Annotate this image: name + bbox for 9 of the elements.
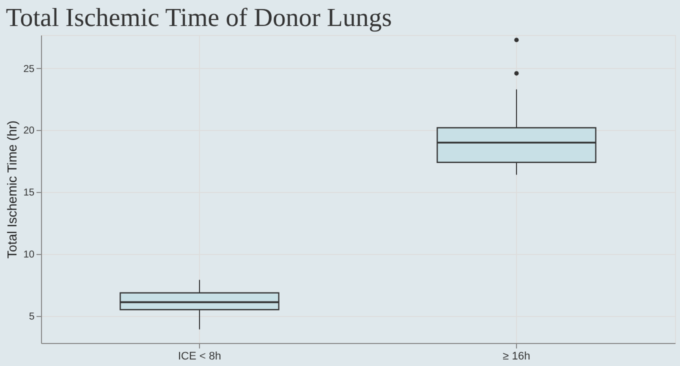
y-tick-label: 15 [23, 188, 35, 199]
y-tick-label: 20 [23, 126, 35, 137]
x-tick-label: ≥ 16h [502, 350, 530, 362]
y-tick-label: 25 [23, 64, 35, 75]
x-tick-label: ICE < 8h [178, 350, 222, 362]
y-tick-label: 10 [23, 249, 35, 260]
y-tick-label: 5 [28, 311, 35, 322]
y-axis-title: Total Ischemic Time (hr) [4, 120, 20, 258]
chart-title: Total Ischemic Time of Donor Lungs [6, 3, 392, 32]
